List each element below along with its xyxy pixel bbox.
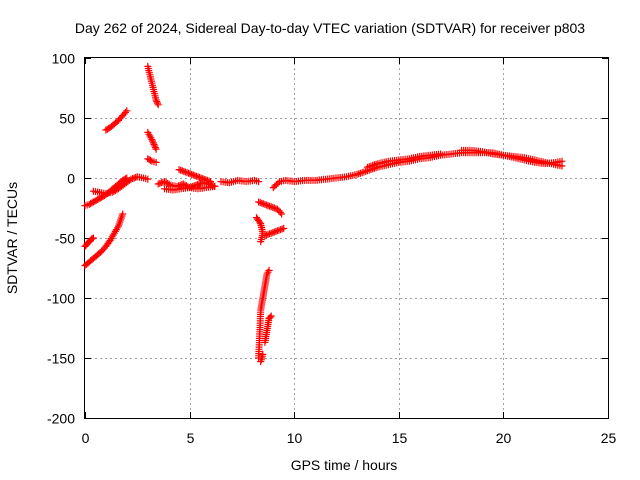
x-tick-label: 15 [392,430,408,446]
ticks-layer: 0 5 10 15 20 25 -200 -150 -100 -50 0 50 100 [47,51,617,447]
data-point [119,210,127,218]
data-point [276,208,284,216]
x-tick-label: 10 [287,430,303,446]
data-point [437,150,445,158]
data-point [267,312,275,320]
data-point [148,136,156,144]
plot-frame [84,57,609,419]
data-point [264,268,272,276]
y-tick-label: -50 [55,231,75,247]
data-point [271,182,279,190]
data-point [152,158,160,166]
y-tick-label: -200 [47,411,75,427]
data-point [152,145,160,153]
data-point [153,98,161,106]
data-point [89,234,97,242]
data-point [255,178,263,186]
data-point [274,179,282,187]
data-point [207,178,214,186]
y-axis-label: SDTVAR / TECUs [4,182,20,294]
data-point [151,142,159,150]
data-point [259,350,267,358]
grid-layer [85,58,608,418]
data-point [256,218,264,226]
y-tick-label: 100 [52,51,76,67]
data-point [149,137,157,145]
data-point [123,107,131,115]
y-tick-label: 50 [59,111,75,127]
x-tick-label: 20 [496,430,512,446]
data-point [558,157,566,165]
data-point [272,181,280,189]
data-point [280,224,288,232]
data-point [149,139,157,147]
data-point [269,184,277,192]
data-point [144,175,152,183]
data-point [151,144,159,152]
y-tick-label: -100 [47,291,75,307]
data-points [81,62,566,366]
chart-title: Day 262 of 2024, Sidereal Day-to-day VTE… [75,20,585,36]
data-point [265,266,273,274]
x-tick-label: 0 [82,430,90,446]
data-point [154,101,162,109]
x-tick-label: 25 [601,430,617,446]
data-point [150,140,158,148]
data-point [154,99,161,107]
x-tick-label: 5 [187,430,195,446]
data-point [121,108,129,116]
y-tick-label: -150 [47,351,75,367]
data-point [278,210,286,218]
y-tick-label: 0 [67,171,75,187]
data-point [266,313,274,321]
data-point [257,238,265,246]
data-point [147,156,154,164]
x-axis-label: GPS time / hours [291,457,398,473]
data-point [211,182,219,190]
data-point [152,96,160,104]
